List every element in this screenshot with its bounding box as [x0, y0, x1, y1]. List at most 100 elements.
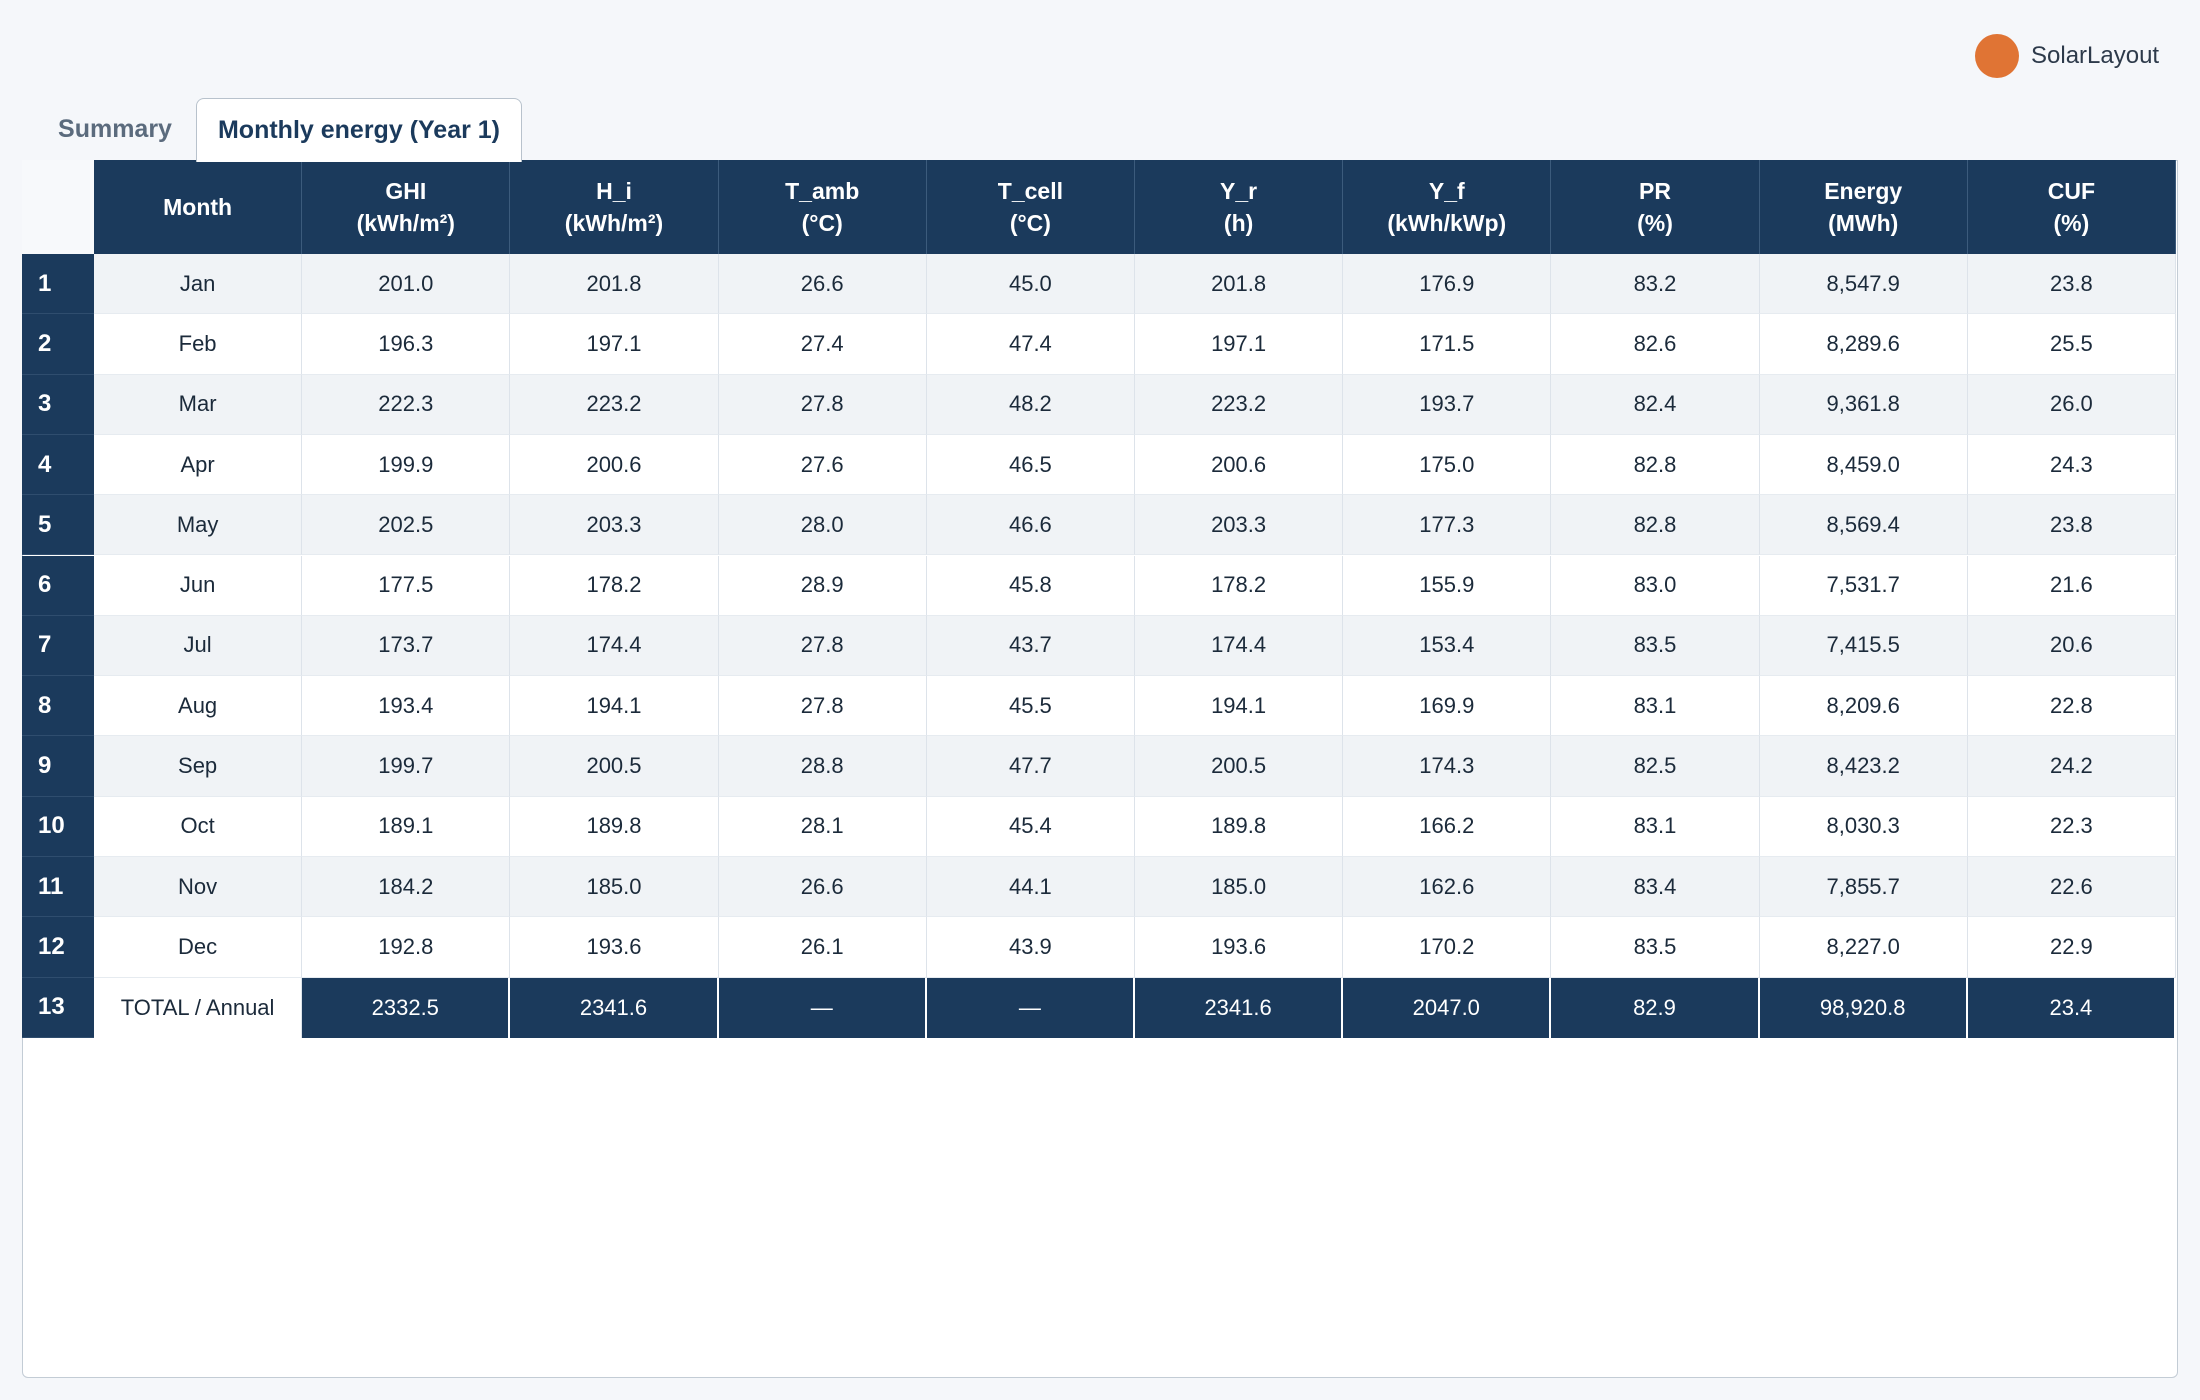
cell: 83.1	[1551, 796, 1760, 857]
header-unit: (MWh)	[1828, 210, 1899, 236]
cell: 197.1	[1135, 314, 1344, 375]
cell: 44.1	[926, 857, 1135, 918]
cell: Sep	[94, 736, 303, 797]
header-name: Energy	[1824, 178, 1903, 204]
cell: 201.8	[510, 254, 719, 315]
cell: 8,569.4	[1759, 495, 1968, 556]
row-index: 2	[22, 314, 94, 375]
cell: 8,423.2	[1759, 736, 1968, 797]
cell: 223.2	[510, 374, 719, 435]
cell: Oct	[94, 796, 303, 857]
cell: 8,547.9	[1759, 254, 1968, 315]
cell: 83.2	[1551, 254, 1760, 315]
cell: 24.2	[1967, 736, 2176, 797]
header-unit: (%)	[2053, 210, 2090, 236]
cell: 27.8	[718, 615, 927, 677]
cell: 22.9	[1967, 917, 2176, 978]
header-unit: (°C)	[1009, 210, 1051, 236]
cell: 193.7	[1343, 374, 1552, 435]
cell: Mar	[94, 374, 303, 435]
row-index: 12	[22, 917, 94, 978]
cell: 201.8	[1135, 254, 1344, 315]
cell: 200.5	[510, 736, 719, 797]
cell: 177.3	[1343, 495, 1552, 556]
cell: 27.8	[718, 374, 927, 435]
cell: Apr	[94, 434, 303, 496]
total-cell: —	[718, 977, 927, 1038]
cell: 25.5	[1967, 314, 2176, 375]
cell: 9,361.8	[1759, 374, 1968, 435]
cell: 8,289.6	[1759, 314, 1968, 375]
cell: 83.4	[1551, 857, 1760, 918]
cell: 203.3	[510, 495, 719, 556]
cell: 43.9	[926, 917, 1135, 978]
header-name: Month	[163, 194, 233, 220]
cell: 170.2	[1343, 917, 1552, 978]
cell: 21.6	[1967, 555, 2176, 616]
cell: 178.2	[510, 555, 719, 616]
cell: 24.3	[1967, 434, 2176, 496]
cell: 185.0	[1135, 857, 1344, 918]
cell: 200.5	[1135, 736, 1344, 797]
tab[interactable]: Summary	[58, 115, 172, 143]
cell: 155.9	[1343, 555, 1552, 616]
cell: 23.8	[1967, 254, 2176, 315]
header-name: H_i	[596, 178, 632, 204]
cell: 196.3	[302, 314, 511, 375]
cell: 27.8	[718, 676, 927, 737]
row-index: 6	[22, 555, 94, 616]
cell: 22.8	[1967, 676, 2176, 737]
cell: 194.1	[1135, 676, 1344, 737]
cell: 82.8	[1551, 495, 1760, 556]
cell: 23.8	[1967, 495, 2176, 556]
cell: 22.6	[1967, 857, 2176, 918]
cell: Nov	[94, 857, 303, 918]
cell: 43.7	[926, 615, 1135, 677]
cell: 28.0	[718, 495, 927, 556]
header-name: CUF	[2047, 178, 2096, 204]
header-name: Y_r	[1220, 178, 1258, 204]
cell: 174.4	[510, 615, 719, 677]
cell: 22.3	[1967, 796, 2176, 857]
total-cell: 2332.5	[302, 977, 511, 1038]
cell: 200.6	[510, 434, 719, 496]
cell: 193.6	[510, 917, 719, 978]
cell: Feb	[94, 314, 303, 375]
total-cell: 2341.6	[510, 977, 719, 1038]
cell: 83.0	[1551, 555, 1760, 616]
cell: 200.6	[1135, 434, 1344, 496]
cell: 48.2	[926, 374, 1135, 435]
cell: 27.6	[718, 434, 927, 496]
header-unit: (kWh/m²)	[564, 210, 664, 236]
total-cell: 23.4	[1967, 977, 2176, 1038]
total-cell: 2341.6	[1135, 977, 1344, 1038]
row-index: 11	[22, 857, 94, 918]
row-index: 8	[22, 676, 94, 737]
cell: Jun	[94, 555, 303, 616]
cell: 185.0	[510, 857, 719, 918]
row-index: 10	[22, 796, 94, 857]
header-unit: (%)	[1637, 210, 1673, 236]
cell: 27.4	[718, 314, 927, 375]
row-index: 5	[22, 495, 94, 556]
header-unit: (°C)	[801, 210, 843, 236]
header-name: PR	[1639, 178, 1671, 204]
cell: 189.8	[1135, 796, 1344, 857]
cell: 184.2	[302, 857, 511, 918]
cell: 197.1	[510, 314, 719, 375]
cell: 162.6	[1343, 857, 1552, 918]
cell: 222.3	[302, 374, 511, 435]
row-index: 9	[22, 736, 94, 797]
column-header: T_cell (°C)	[926, 160, 1135, 254]
cell: 202.5	[302, 495, 511, 556]
cell: 223.2	[1135, 374, 1344, 435]
tab-active[interactable]: Monthly energy (Year 1)	[196, 98, 522, 162]
cell: 26.6	[718, 857, 927, 918]
cell: 28.1	[718, 796, 927, 857]
cell: 46.6	[926, 495, 1135, 556]
column-header: Month	[94, 160, 303, 254]
cell: 82.5	[1551, 736, 1760, 797]
cell: 26.0	[1967, 374, 2176, 435]
header-unit: (kWh/kWp)	[1387, 210, 1507, 236]
